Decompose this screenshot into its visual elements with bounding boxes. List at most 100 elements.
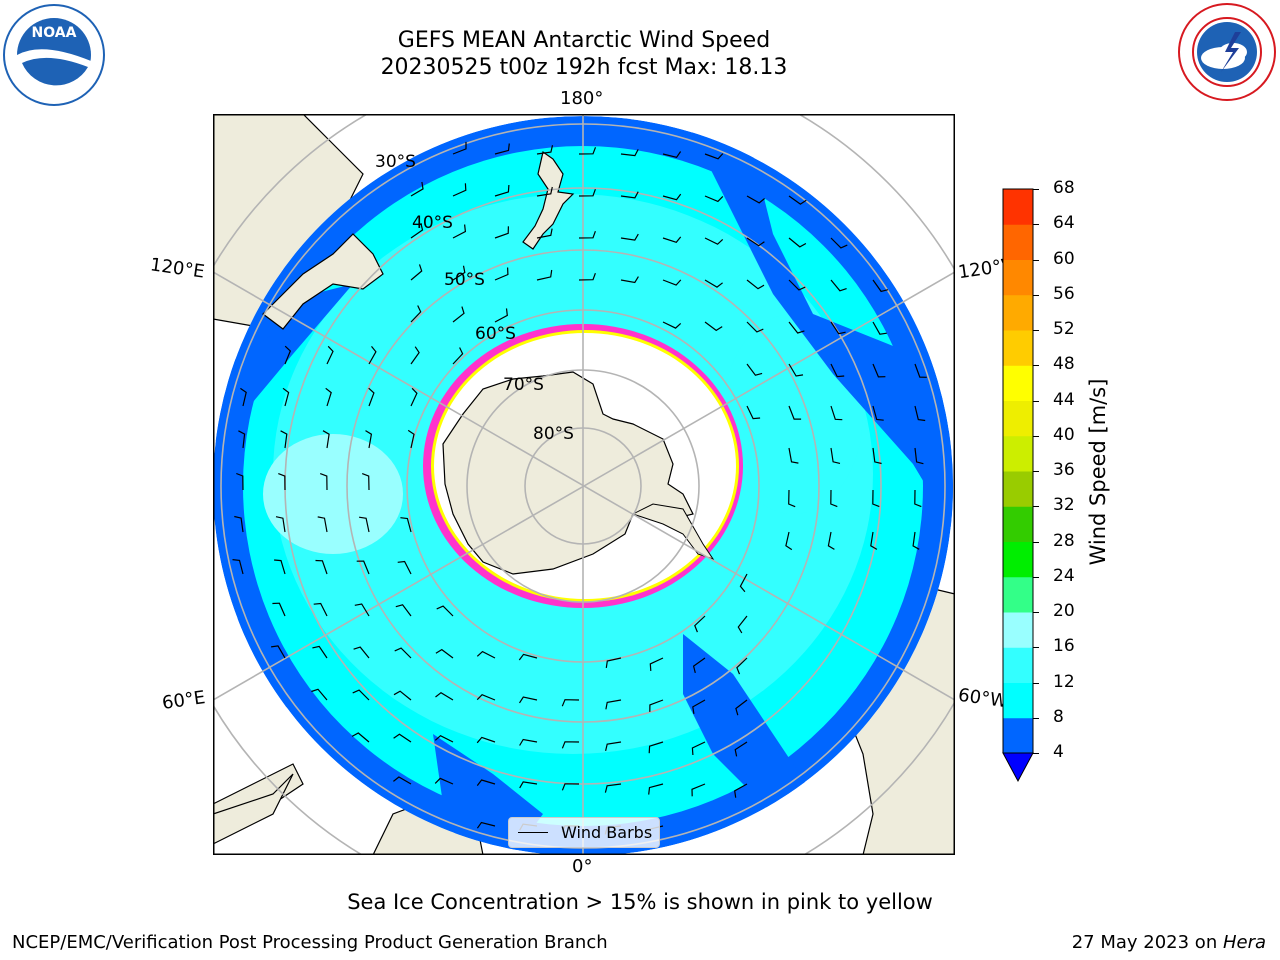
wind-barb (788, 195, 807, 205)
wind-barb (410, 346, 420, 365)
sea-ice-caption: Sea Ice Concentration > 15% is shown in … (347, 890, 933, 914)
wind-barb (662, 321, 682, 329)
wind-barb (494, 226, 509, 239)
wind-barb (604, 783, 622, 793)
colorbar-tick-mark (1033, 682, 1039, 684)
wind-barb (561, 741, 580, 749)
colorbar-tick-label: 12 (1053, 671, 1075, 692)
wind-barb (476, 736, 496, 744)
colorbar-tick-mark (1033, 647, 1039, 649)
wind-barb (662, 151, 682, 158)
wind-barb (830, 321, 846, 335)
colorbar-tick-mark (1033, 259, 1039, 261)
colorbar-tick-label: 56 (1053, 283, 1075, 304)
colorbar-tick-mark (1033, 576, 1039, 578)
wind-barb (649, 699, 664, 712)
map-legend: Wind Barbs (508, 817, 660, 848)
wind-barb (476, 821, 496, 829)
colorbar-tick-label: 40 (1053, 424, 1075, 445)
colorbar-segment (1003, 400, 1033, 437)
wind-barb (434, 734, 454, 743)
wind-barb (746, 279, 765, 290)
wind-barb (322, 430, 330, 449)
colorbar-tick-mark (1033, 400, 1039, 402)
wind-barb (319, 473, 328, 491)
wind-barb (872, 363, 886, 378)
wind-barb (232, 559, 244, 575)
colorbar-segment (1003, 365, 1033, 401)
colorbar-tick-mark (1033, 717, 1039, 719)
wind-barb (704, 237, 724, 245)
colorbar-tick-mark (1033, 365, 1039, 367)
colorbar-segment (1003, 612, 1033, 648)
wind-barb (354, 603, 370, 617)
wind-barb (872, 447, 882, 465)
colorbar-segment (1003, 717, 1033, 754)
wind-barb (407, 429, 415, 449)
lat-label-60s: 60°S (475, 324, 516, 344)
wind-barb (605, 699, 622, 710)
wind-barb (536, 145, 554, 155)
wind-barb (746, 363, 763, 376)
wind-barb (476, 779, 496, 786)
wind-barb (361, 473, 370, 491)
wind-barb (359, 516, 370, 533)
wind-barb (518, 653, 538, 661)
wind-barb (435, 648, 454, 659)
wind-barb (236, 472, 244, 491)
wind-barb (325, 387, 332, 407)
wind-barb (518, 696, 538, 704)
wind-barb (494, 267, 509, 281)
wind-barb (410, 387, 418, 407)
colorbar-segment (1003, 647, 1033, 683)
wind-barb (393, 776, 412, 785)
wind-barb (238, 430, 246, 449)
lon-label-180: 180° (560, 88, 604, 109)
wind-barb (313, 602, 328, 617)
wind-barb (410, 305, 422, 323)
wind-barb (234, 515, 244, 533)
wind-barb (368, 346, 377, 365)
colorbar-label: Wind Speed [m/s] (1086, 378, 1110, 566)
wind-barb (410, 181, 424, 197)
wind-barb (397, 560, 412, 575)
noaa-logo-text: NOAA (32, 25, 77, 41)
wind-barb (872, 489, 880, 508)
wind-barb (476, 650, 496, 659)
wind-barb (452, 141, 467, 155)
wind-barb (830, 405, 843, 421)
wind-barb (394, 647, 412, 659)
wind-barb (788, 321, 805, 334)
wind-barb (788, 279, 806, 291)
wind-speed-field (213, 116, 953, 855)
wind-barb (351, 732, 370, 743)
wind-barb (365, 430, 373, 449)
colorbar-segment (1003, 259, 1033, 296)
wind-barb (704, 195, 724, 203)
colorbar-segment (1003, 294, 1033, 331)
wind-barb (452, 265, 466, 281)
wind-barb (578, 230, 596, 239)
wind-barb (737, 615, 748, 634)
colorbar-tick-label: 68 (1053, 178, 1075, 198)
colorbar-tick-label: 48 (1053, 354, 1075, 375)
legend-label: Wind Barbs (561, 823, 653, 842)
wind-barb (620, 191, 639, 199)
wind-barb (311, 688, 328, 701)
colorbar-tick-mark (1033, 294, 1039, 296)
map-frame (213, 114, 955, 855)
wind-barb (704, 279, 723, 288)
wind-barb (494, 143, 510, 155)
wind-barb (739, 573, 748, 593)
colorbar-segment (1003, 576, 1033, 613)
wind-barb (746, 321, 764, 333)
colorbar-tick-mark (1033, 753, 1039, 754)
wind-barb (605, 741, 622, 752)
wind-barb (452, 347, 464, 365)
wind-barb (326, 345, 334, 365)
wind-barb (870, 531, 878, 550)
wind-barb (578, 188, 596, 197)
wind-barb (536, 269, 553, 281)
polar-map (213, 114, 955, 855)
colorbar-tick-label: 4 (1053, 742, 1064, 762)
